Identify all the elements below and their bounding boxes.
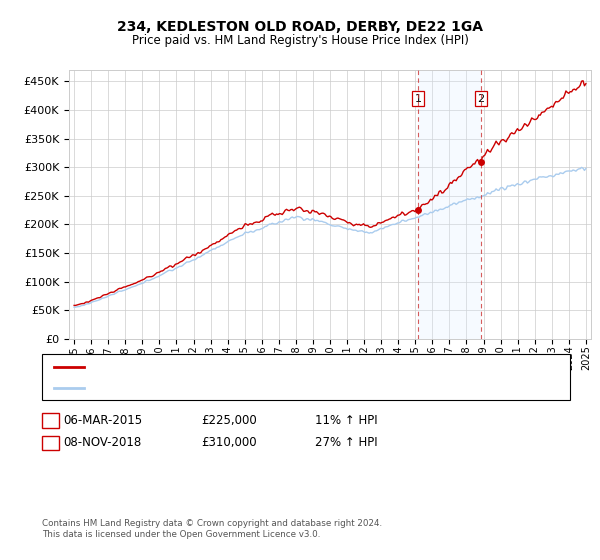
Text: 08-NOV-2018: 08-NOV-2018: [63, 436, 141, 450]
Text: Contains HM Land Registry data © Crown copyright and database right 2024.
This d: Contains HM Land Registry data © Crown c…: [42, 520, 382, 539]
Text: 06-MAR-2015: 06-MAR-2015: [63, 414, 142, 427]
Text: £310,000: £310,000: [201, 436, 257, 450]
Text: Price paid vs. HM Land Registry's House Price Index (HPI): Price paid vs. HM Land Registry's House …: [131, 34, 469, 46]
Bar: [418, 70, 481, 339]
Text: 234, KEDLESTON OLD ROAD, DERBY, DE22 1GA (detached house): 234, KEDLESTON OLD ROAD, DERBY, DE22 1GA…: [93, 362, 436, 372]
Text: 1: 1: [415, 94, 422, 104]
Text: 1: 1: [47, 414, 54, 427]
Text: 234, KEDLESTON OLD ROAD, DERBY, DE22 1GA: 234, KEDLESTON OLD ROAD, DERBY, DE22 1GA: [117, 20, 483, 34]
Text: 11% ↑ HPI: 11% ↑ HPI: [315, 414, 377, 427]
Text: 2: 2: [478, 94, 485, 104]
Text: £225,000: £225,000: [201, 414, 257, 427]
Text: 27% ↑ HPI: 27% ↑ HPI: [315, 436, 377, 450]
Text: HPI: Average price, detached house, City of Derby: HPI: Average price, detached house, City…: [93, 382, 355, 393]
Text: 2: 2: [47, 436, 54, 450]
